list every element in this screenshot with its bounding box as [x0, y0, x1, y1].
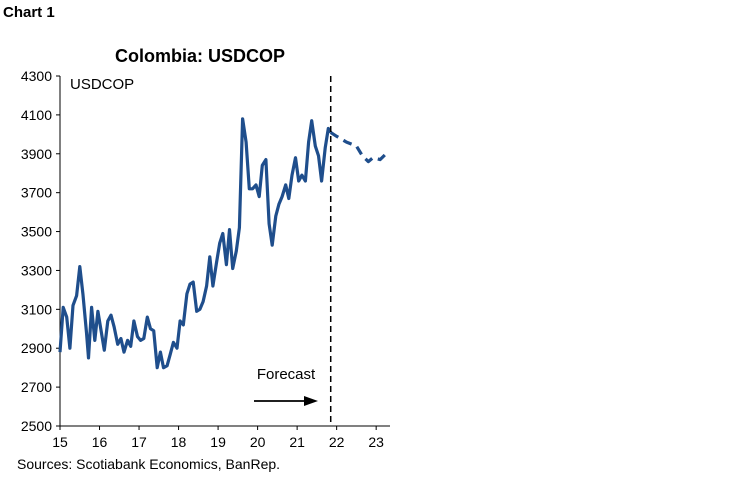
chart-title: Colombia: USDCOP	[115, 46, 285, 66]
series-layer	[58, 117, 390, 370]
y-tick-label: 2700	[21, 379, 52, 395]
x-tick-label: 22	[329, 434, 345, 450]
axes: 2500 2700 2900 3100 3300 3500 3700 3900 4100 4300…	[21, 68, 390, 450]
usdcop-line	[58, 117, 333, 370]
chart-label: Chart 1	[3, 4, 55, 21]
y-tick-label: 3500	[21, 224, 52, 240]
y-tick-label: 3100	[21, 301, 52, 317]
y-tick-label: 4100	[21, 107, 52, 123]
x-tick-label: 16	[92, 434, 108, 450]
x-tick-label: 23	[368, 434, 384, 450]
y-tick-label: 4300	[21, 68, 52, 84]
forecast-label: Forecast	[257, 366, 316, 383]
x-tick-label: 19	[210, 434, 226, 450]
forecast-line	[329, 131, 390, 164]
x-tick-label: 21	[289, 434, 305, 450]
source-note: Sources: Scotiabank Economics, BanRep.	[17, 456, 281, 472]
y-tick-label: 2500	[21, 418, 52, 434]
y-tick-label: 3700	[21, 185, 52, 201]
x-tick-label: 15	[52, 434, 68, 450]
y-tick-label: 3900	[21, 146, 52, 162]
y-tick-label: 2900	[21, 340, 52, 356]
y-tick-label: 3300	[21, 262, 52, 278]
x-tick-label: 20	[250, 434, 266, 450]
x-tick-label: 17	[131, 434, 147, 450]
forecast-arrow	[254, 396, 318, 406]
x-tick-label: 18	[171, 434, 187, 450]
series-label: USDCOP	[70, 76, 134, 93]
